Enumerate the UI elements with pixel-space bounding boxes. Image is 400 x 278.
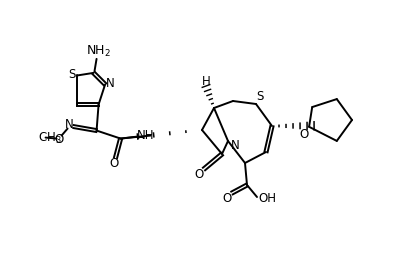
Text: O: O: [109, 157, 118, 170]
Text: O: O: [194, 168, 204, 180]
Text: NH: NH: [137, 129, 154, 142]
Text: O: O: [222, 192, 232, 205]
Text: N: N: [231, 138, 239, 152]
Text: S: S: [256, 90, 264, 103]
Text: OH: OH: [258, 192, 276, 205]
Text: N: N: [65, 118, 74, 131]
Text: H: H: [202, 75, 210, 88]
Text: NH$_2$: NH$_2$: [86, 44, 111, 59]
Text: CH$_3$: CH$_3$: [38, 131, 61, 146]
Text: S: S: [69, 68, 76, 81]
Text: O: O: [54, 133, 63, 146]
Text: N: N: [106, 77, 114, 90]
Text: O: O: [300, 128, 309, 141]
